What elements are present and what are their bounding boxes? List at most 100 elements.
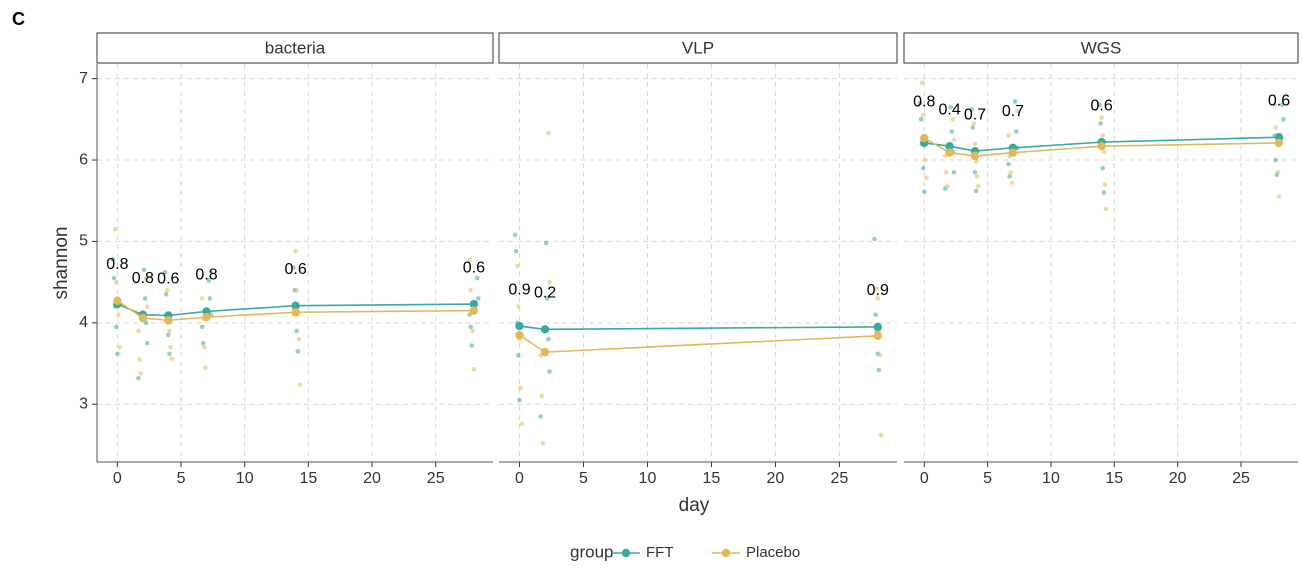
p-value-label: 0.6 (157, 271, 179, 288)
x-axis-label: day (679, 495, 710, 516)
sample-point (476, 296, 481, 301)
sample-point (919, 80, 925, 86)
mean-point (515, 330, 524, 340)
sample-point (512, 232, 518, 238)
x-tick-label: 0 (920, 470, 929, 487)
sample-point (874, 286, 880, 291)
sample-point (136, 375, 141, 381)
sample-point (971, 121, 977, 126)
sample-point (115, 351, 120, 357)
sample-point (918, 117, 924, 122)
sample-point (206, 278, 212, 283)
facet-title: bacteria (265, 38, 326, 57)
sample-point (924, 175, 929, 181)
sample-point (921, 189, 927, 195)
mean-point (469, 299, 479, 309)
sample-point (199, 324, 205, 330)
x-tick-label: 5 (177, 470, 186, 487)
mean-point (1008, 148, 1018, 157)
sample-point (168, 344, 173, 350)
x-tick-label: 5 (579, 470, 588, 487)
p-value-label: 0.2 (534, 285, 556, 302)
sample-point (137, 357, 142, 362)
sample-point (948, 104, 954, 110)
sample-point (1007, 174, 1012, 179)
facet-title: VLP (682, 38, 714, 57)
sample-point (1279, 102, 1285, 107)
sample-point (1101, 149, 1107, 155)
p-value-label: 0.9 (508, 281, 530, 298)
sample-point (540, 440, 546, 446)
sample-point (111, 275, 117, 281)
sample-point (546, 336, 551, 342)
sample-point (1008, 169, 1014, 175)
x-tick-label: 20 (363, 470, 381, 487)
mean-point (873, 322, 883, 332)
sample-point (293, 248, 298, 254)
sample-point (1276, 194, 1282, 199)
sample-point (116, 312, 121, 317)
sample-point (973, 159, 979, 164)
strip (903, 32, 1299, 64)
mean-point (540, 325, 550, 334)
mean-point (515, 321, 524, 331)
sample-point (138, 370, 143, 376)
x-tick-label: 25 (831, 470, 849, 487)
sample-point (112, 226, 118, 232)
sample-point (519, 421, 524, 427)
sample-point (872, 236, 877, 242)
sample-point (110, 257, 116, 262)
sample-point (513, 248, 519, 254)
mean-point (540, 347, 550, 357)
p-value-label: 0.8 (195, 267, 217, 284)
sample-point (951, 137, 957, 142)
x-tick-label: 15 (703, 470, 721, 487)
x-tick-label: 25 (427, 470, 445, 487)
p-value-label: 0.8 (106, 256, 128, 273)
sample-point (113, 324, 119, 330)
legend-key (621, 548, 631, 558)
sample-point (1102, 182, 1108, 187)
sample-point (1100, 165, 1106, 171)
mean-point (291, 308, 300, 317)
sample-point (203, 365, 208, 370)
sample-point (1272, 102, 1277, 107)
sample-point (1006, 161, 1011, 167)
sample-point (950, 117, 956, 122)
p-value-label: 0.7 (964, 106, 986, 123)
sample-point (974, 174, 980, 179)
sample-point (208, 270, 214, 275)
sample-point (1275, 169, 1281, 175)
sample-point (1273, 125, 1278, 130)
sample-point (467, 312, 472, 317)
sample-point (1015, 108, 1020, 114)
sample-point (875, 296, 881, 301)
mean-line (116, 300, 474, 322)
sample-point (878, 432, 884, 438)
p-value-label: 0.9 (867, 282, 889, 299)
sample-point (1097, 102, 1102, 107)
sample-point (944, 169, 949, 175)
mean-point (1274, 138, 1284, 148)
x-tick-label: 20 (1169, 470, 1187, 487)
sample-point (166, 332, 171, 338)
sample-point (200, 340, 206, 346)
sample-point (1273, 157, 1278, 163)
mean-line (117, 303, 474, 317)
sample-point (516, 304, 521, 309)
strip (498, 32, 898, 64)
p-value-label: 0.6 (285, 261, 307, 278)
sample-point (291, 265, 296, 270)
mean-line (923, 137, 1280, 157)
sample-point (945, 183, 950, 189)
sample-point (469, 343, 475, 348)
sample-point (136, 328, 141, 334)
sample-point (169, 356, 174, 361)
mean-line (519, 334, 878, 353)
x-tick-label: 15 (1105, 470, 1123, 487)
sample-point (973, 188, 979, 194)
sample-point (144, 340, 150, 346)
panel-label: C (12, 9, 25, 29)
sample-point (975, 183, 981, 189)
